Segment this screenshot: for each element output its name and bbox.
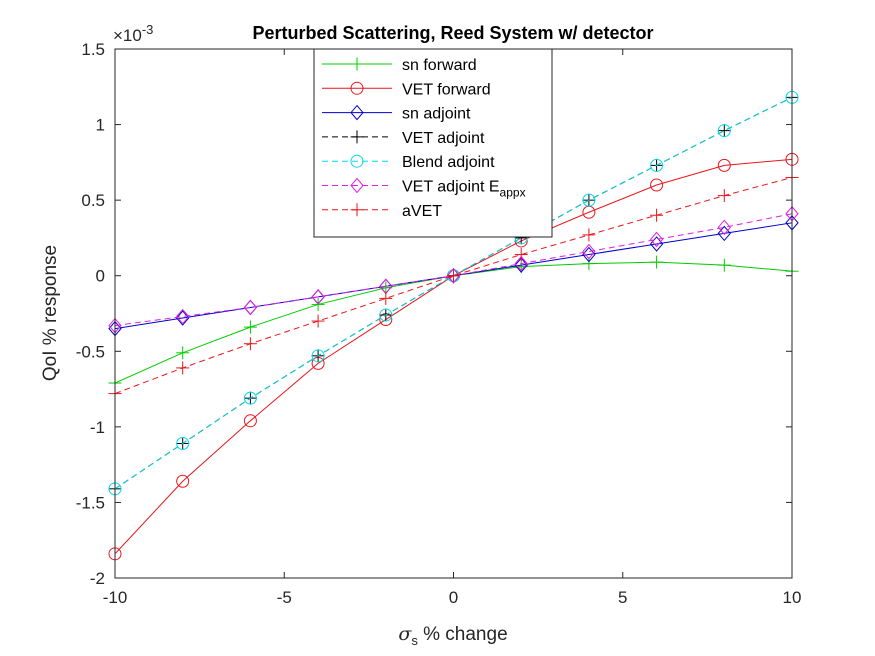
data-point xyxy=(379,291,393,305)
ticks-layer: -10 -5 0 5 10 -2 -1.5 -1 -0.5 0 0.5 1 1.5 xyxy=(76,40,802,607)
y-exponent-label: ×10-3 xyxy=(113,22,153,45)
x-tick-label: 10 xyxy=(783,588,802,607)
data-point xyxy=(717,158,731,172)
data-point xyxy=(514,248,528,262)
data-point xyxy=(176,346,190,360)
data-point xyxy=(582,243,596,260)
x-axis-label: σs % change xyxy=(398,623,507,648)
legend-item: VET forward xyxy=(322,81,491,98)
legend-label: aVET xyxy=(402,203,442,220)
y-exponent-power: -3 xyxy=(142,22,154,37)
legend-label-main: sn forward xyxy=(402,57,477,74)
data-point xyxy=(176,436,190,450)
legend-item: VET adjoint Eappx xyxy=(322,177,526,200)
y-tick-label: -1.5 xyxy=(76,493,105,512)
data-point xyxy=(243,320,257,334)
legend-label-main: VET adjoint E xyxy=(402,179,500,196)
legend-box xyxy=(313,48,553,238)
legend-label: sn adjoint xyxy=(402,106,471,123)
legend-marker xyxy=(350,130,364,144)
legend-item: Blend adjoint xyxy=(322,154,495,171)
legend-item: sn adjoint xyxy=(322,104,471,123)
data-point xyxy=(582,193,596,207)
y-axis-label: QoI % response xyxy=(40,245,61,381)
legend-marker xyxy=(350,81,364,95)
y-tick-label: 0.5 xyxy=(81,191,105,210)
data-point xyxy=(717,225,731,242)
y-tick-label: 0 xyxy=(96,267,105,286)
legend-marker xyxy=(350,154,364,168)
legend-label: sn forward xyxy=(402,57,477,74)
x-tick-label: -10 xyxy=(103,588,128,607)
data-point xyxy=(447,269,460,283)
data-point xyxy=(717,219,731,236)
legend-label-main: sn adjoint xyxy=(402,106,471,123)
data-point xyxy=(176,474,190,488)
series-layer xyxy=(108,90,799,561)
legend-label-main: Blend adjoint xyxy=(402,154,495,171)
x-tick-label: -5 xyxy=(277,588,292,607)
data-point xyxy=(379,308,393,322)
legend-label: Blend adjoint xyxy=(402,154,495,171)
legend-marker xyxy=(350,203,364,217)
legend-marker xyxy=(350,57,364,71)
x-axis-label-subscript: s xyxy=(411,633,418,648)
legend-label: VET adjoint xyxy=(402,130,485,147)
data-point xyxy=(311,349,325,363)
data-point xyxy=(311,314,325,328)
chart-title: Perturbed Scattering, Reed System w/ det… xyxy=(252,23,653,43)
x-tick-label: 5 xyxy=(618,588,627,607)
legend-label-main: VET adjoint xyxy=(402,130,485,147)
data-point xyxy=(446,267,461,284)
legend-label: VET forward xyxy=(402,81,491,98)
data-point xyxy=(717,124,731,138)
data-point xyxy=(311,289,325,305)
data-point xyxy=(650,178,664,192)
y-tick-label: 1 xyxy=(96,116,105,135)
legend-marker xyxy=(350,177,364,194)
data-point xyxy=(650,255,664,269)
legend-label-main: aVET xyxy=(402,203,442,220)
legend-label: VET adjoint Eappx xyxy=(402,179,526,200)
x-axis-label-symbol: σ xyxy=(398,623,412,645)
y-tick-label: -0.5 xyxy=(76,342,105,361)
data-point xyxy=(717,124,731,138)
y-exponent-base: ×10 xyxy=(113,26,142,45)
x-tick-label: 0 xyxy=(449,588,458,607)
legend: sn forward VET forward sn adjoint VET adjoi… xyxy=(313,48,553,238)
data-point xyxy=(243,337,257,351)
x-axis-label-text: % change xyxy=(418,624,508,645)
legend-item: sn forward xyxy=(322,57,477,74)
data-point xyxy=(717,258,731,272)
legend-marker xyxy=(350,104,364,121)
data-point xyxy=(514,255,528,272)
y-tick-label: -1 xyxy=(90,418,105,437)
data-point xyxy=(649,231,664,248)
data-point xyxy=(243,414,257,428)
data-point xyxy=(650,208,664,222)
data-point xyxy=(582,228,596,242)
legend-item: VET adjoint xyxy=(322,130,485,147)
series-avet xyxy=(108,170,799,401)
data-point xyxy=(650,158,664,172)
series-line xyxy=(114,176,793,395)
legend-label-main: VET forward xyxy=(402,81,491,98)
data-point xyxy=(176,308,190,325)
legend-item: aVET xyxy=(322,203,442,220)
data-point xyxy=(243,391,257,405)
data-point xyxy=(717,189,731,203)
y-tick-label: -2 xyxy=(90,569,105,588)
data-point xyxy=(176,361,190,375)
y-tick-label: 1.5 xyxy=(81,40,105,59)
data-point xyxy=(243,299,258,316)
legend-items: sn forward VET forward sn adjoint VET adjoi… xyxy=(322,57,526,220)
legend-label-subscript: appx xyxy=(500,186,526,200)
